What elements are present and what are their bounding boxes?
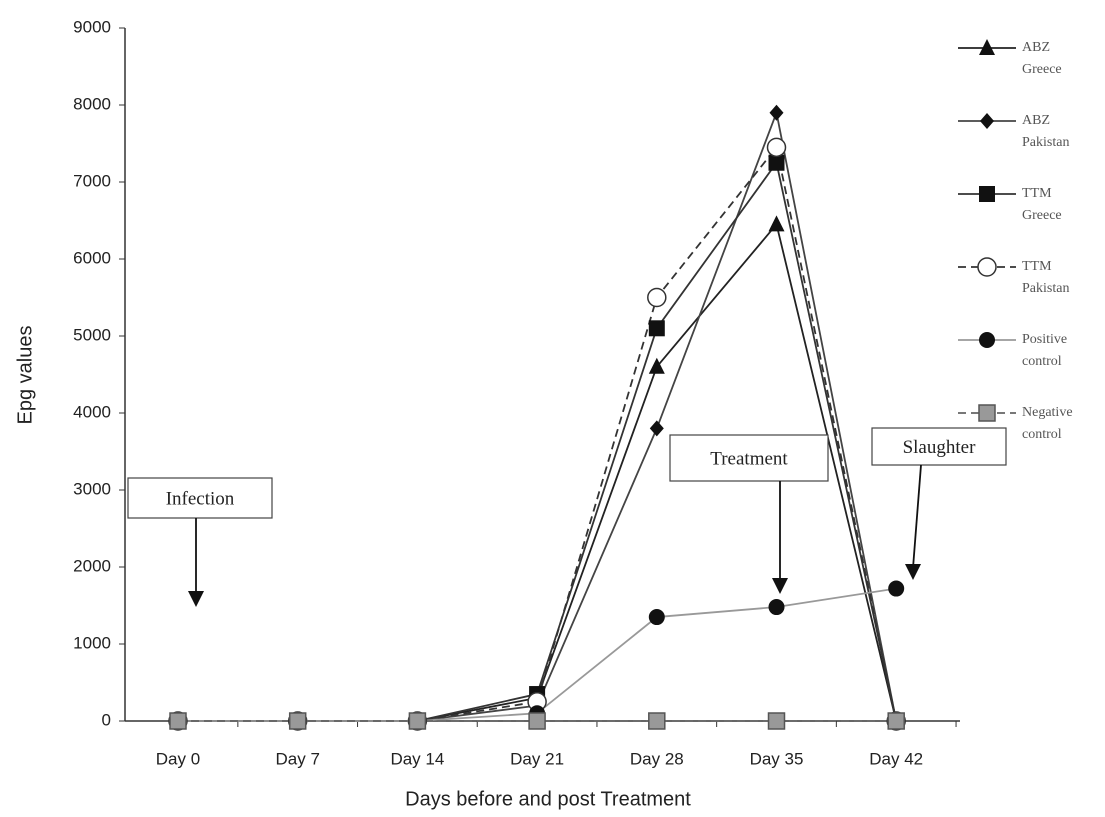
y-tick-label: 9000 bbox=[73, 17, 111, 36]
legend-label: TTM Pakistan bbox=[1022, 259, 1070, 296]
x-tick-label: Day 42 bbox=[869, 749, 923, 768]
series-line bbox=[178, 145, 898, 722]
annotation-arrow bbox=[912, 464, 922, 569]
annotation-box bbox=[871, 427, 1007, 466]
marker bbox=[979, 39, 995, 55]
marker bbox=[980, 113, 994, 129]
marker bbox=[528, 712, 546, 730]
annotation-text: Slaughter bbox=[903, 437, 976, 458]
marker bbox=[887, 712, 905, 730]
legend-label: ABZ Greece bbox=[1022, 40, 1062, 77]
arrow-head bbox=[905, 564, 921, 580]
marker bbox=[649, 420, 664, 437]
legend-label: Positive control bbox=[1022, 332, 1068, 369]
y-tick-label: 5000 bbox=[73, 325, 111, 344]
annotation-text: Treatment bbox=[710, 448, 788, 469]
marker bbox=[767, 712, 786, 730]
legend-label: TTM Greece bbox=[1022, 186, 1062, 223]
x-axis-label: Days before and post Treatment bbox=[405, 788, 691, 810]
x-tick-label: Day 35 bbox=[750, 749, 804, 768]
y-tick-label: 4000 bbox=[73, 402, 111, 421]
marker bbox=[978, 404, 996, 422]
marker bbox=[768, 599, 785, 616]
y-axis-label: Epg values bbox=[14, 326, 36, 425]
marker bbox=[888, 580, 905, 597]
marker bbox=[648, 609, 665, 626]
marker bbox=[648, 712, 666, 730]
x-tick-label: Day 14 bbox=[390, 749, 444, 768]
y-tick-label: 0 bbox=[102, 710, 111, 729]
y-tick-label: 8000 bbox=[73, 94, 111, 113]
legend-label: Negative control bbox=[1022, 405, 1073, 442]
marker bbox=[768, 154, 785, 171]
annotation-box bbox=[127, 477, 273, 519]
annotation-box bbox=[669, 434, 829, 482]
y-tick-label: 6000 bbox=[73, 248, 111, 267]
marker bbox=[288, 712, 307, 730]
x-tick-label: Day 7 bbox=[275, 749, 319, 768]
annotation-text: Infection bbox=[166, 488, 235, 509]
y-tick-label: 3000 bbox=[73, 479, 111, 498]
x-tick-label: Day 0 bbox=[156, 749, 200, 768]
marker bbox=[408, 712, 427, 730]
arrow-head bbox=[772, 578, 788, 594]
y-tick-label: 7000 bbox=[73, 171, 111, 190]
y-tick-label: 1000 bbox=[73, 633, 111, 652]
marker bbox=[977, 257, 997, 277]
marker bbox=[769, 104, 784, 121]
arrow-head bbox=[188, 591, 204, 607]
marker bbox=[768, 215, 785, 232]
x-tick-label: Day 28 bbox=[630, 749, 684, 768]
marker bbox=[647, 287, 667, 308]
marker bbox=[648, 320, 665, 337]
x-tick-label: Day 21 bbox=[510, 749, 564, 768]
marker bbox=[648, 357, 665, 374]
marker bbox=[979, 332, 995, 348]
marker bbox=[169, 712, 187, 730]
y-tick-label: 2000 bbox=[73, 556, 111, 575]
marker bbox=[979, 186, 995, 202]
legend-label: ABZ Pakistan bbox=[1022, 113, 1070, 150]
marker bbox=[766, 137, 787, 158]
